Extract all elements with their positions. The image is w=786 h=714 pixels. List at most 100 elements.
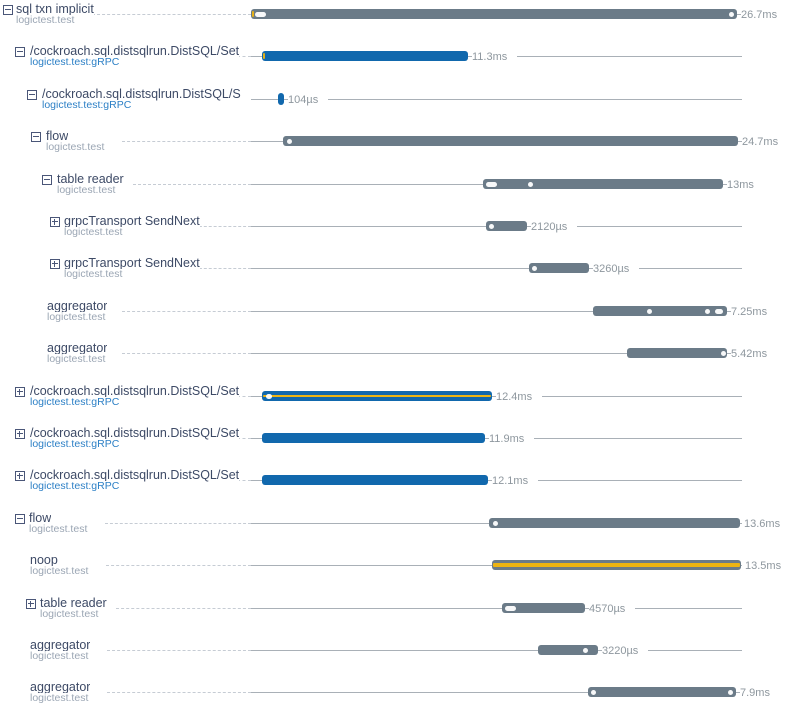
span-bar[interactable] — [262, 433, 485, 443]
expand-icon[interactable] — [15, 387, 25, 397]
span-name[interactable]: aggregator — [30, 639, 91, 652]
span-name[interactable]: /cockroach.sql.distsqlrun.DistSQL/Set — [30, 469, 240, 482]
span-bar[interactable] — [593, 306, 727, 316]
trace-span-row: aggregator logictest.test 5.42ms — [0, 341, 786, 383]
trace-span-row: /cockroach.sql.distsqlrun.DistSQL/Set log… — [0, 384, 786, 426]
span-subtitle: logictest.test — [30, 692, 89, 704]
span-bar[interactable] — [627, 348, 727, 358]
span-subtitle[interactable]: logictest.test:gRPC — [42, 99, 132, 111]
collapse-icon[interactable] — [27, 90, 37, 100]
span-bar[interactable] — [278, 93, 284, 105]
collapse-icon[interactable] — [42, 175, 52, 185]
span-subtitle: logictest.test — [30, 565, 89, 577]
trace-span-row: table reader logictest.test 4570µs — [0, 596, 786, 638]
event-marker[interactable] — [532, 265, 537, 271]
span-bar[interactable] — [489, 518, 740, 528]
span-bar[interactable] — [492, 560, 741, 570]
event-marker[interactable] — [287, 138, 292, 144]
span-subtitle: logictest.test — [64, 226, 123, 238]
span-name[interactable]: noop — [30, 554, 58, 567]
event-marker[interactable] — [486, 181, 497, 187]
span-bar[interactable] — [262, 475, 488, 485]
expand-icon[interactable] — [26, 599, 36, 609]
timeline-baseline — [251, 99, 742, 100]
span-bar[interactable] — [538, 645, 598, 655]
yellow-event-marker[interactable] — [263, 53, 265, 59]
span-name[interactable]: /cockroach.sql.distsqlrun.DistSQL/Set — [30, 427, 240, 440]
yellow-stripe — [493, 563, 740, 567]
event-marker[interactable] — [255, 11, 266, 17]
event-marker[interactable] — [728, 689, 733, 695]
span-bar[interactable] — [486, 221, 527, 231]
span-duration: 7.9ms — [740, 687, 780, 699]
leader-dashes — [105, 523, 251, 524]
expand-icon[interactable] — [50, 259, 60, 269]
span-bar[interactable] — [262, 51, 468, 61]
expand-icon[interactable] — [15, 471, 25, 481]
span-bar[interactable] — [483, 179, 723, 189]
span-subtitle[interactable]: logictest.test:gRPC — [30, 396, 120, 408]
event-marker[interactable] — [583, 647, 588, 653]
span-bar[interactable] — [529, 263, 589, 273]
event-marker[interactable] — [266, 393, 272, 399]
span-duration: 104µs — [288, 94, 329, 106]
timeline-baseline — [251, 650, 742, 651]
event-marker[interactable] — [647, 308, 652, 314]
span-name[interactable]: flow — [46, 130, 69, 143]
span-subtitle: logictest.test — [64, 268, 123, 280]
span-bar[interactable] — [588, 687, 736, 697]
span-duration: 13.5ms — [745, 560, 786, 572]
span-name[interactable]: table reader — [40, 597, 107, 610]
span-subtitle: logictest.test — [46, 141, 105, 153]
trace-span-row: /cockroach.sql.distsqlrun.DistSQL/Set log… — [0, 468, 786, 510]
event-marker[interactable] — [721, 350, 726, 356]
collapse-icon[interactable] — [15, 514, 25, 524]
span-duration: 13.6ms — [744, 518, 786, 530]
event-marker[interactable] — [591, 689, 596, 695]
span-subtitle: logictest.test — [47, 311, 106, 323]
span-subtitle: logictest.test — [40, 608, 99, 620]
span-duration: 5.42ms — [731, 348, 778, 360]
span-name[interactable]: aggregator — [47, 300, 108, 313]
span-name[interactable]: grpcTransport SendNext — [64, 257, 200, 270]
span-name[interactable]: grpcTransport SendNext — [64, 215, 200, 228]
event-marker[interactable] — [729, 11, 734, 17]
span-name[interactable]: table reader — [57, 173, 124, 186]
span-name[interactable]: /cockroach.sql.distsqlrun.DistSQL/S — [42, 88, 241, 101]
span-name[interactable]: flow — [29, 512, 52, 525]
event-marker[interactable] — [489, 223, 494, 229]
leader-dashes — [92, 14, 251, 15]
event-marker[interactable] — [715, 308, 723, 314]
span-bar[interactable] — [262, 391, 492, 401]
trace-span-row: aggregator logictest.test 3220µs — [0, 638, 786, 680]
expand-icon[interactable] — [50, 217, 60, 227]
span-name[interactable]: /cockroach.sql.distsqlrun.DistSQL/Set — [30, 385, 240, 398]
span-subtitle[interactable]: logictest.test:gRPC — [30, 438, 120, 450]
expand-icon[interactable] — [15, 429, 25, 439]
span-bar[interactable] — [502, 603, 585, 613]
span-subtitle[interactable]: logictest.test:gRPC — [30, 56, 120, 68]
span-subtitle[interactable]: logictest.test:gRPC — [30, 480, 120, 492]
span-name[interactable]: sql txn implicit — [16, 3, 94, 16]
timeline-baseline — [251, 692, 742, 693]
yellow-event-marker[interactable] — [252, 11, 254, 17]
trace-span-row: grpcTransport SendNext logictest.test 3260… — [0, 256, 786, 298]
span-subtitle: logictest.test — [57, 184, 116, 196]
span-bar[interactable] — [283, 136, 738, 146]
span-bar[interactable] — [251, 9, 737, 19]
event-marker[interactable] — [505, 605, 516, 611]
event-marker[interactable] — [705, 308, 710, 314]
collapse-icon[interactable] — [31, 132, 41, 142]
span-name[interactable]: /cockroach.sql.distsqlrun.DistSQL/Set — [30, 45, 240, 58]
collapse-icon[interactable] — [15, 47, 25, 57]
collapse-icon[interactable] — [3, 5, 13, 15]
trace-span-row: flow logictest.test 13.6ms — [0, 511, 786, 553]
event-marker[interactable] — [528, 181, 533, 187]
timeline-baseline — [251, 353, 742, 354]
leader-dashes — [107, 692, 251, 693]
event-marker[interactable] — [493, 520, 498, 526]
trace-span-row: sql txn implicit logictest.test 26.7ms — [0, 2, 786, 44]
span-name[interactable]: aggregator — [30, 681, 91, 694]
span-name[interactable]: aggregator — [47, 342, 108, 355]
